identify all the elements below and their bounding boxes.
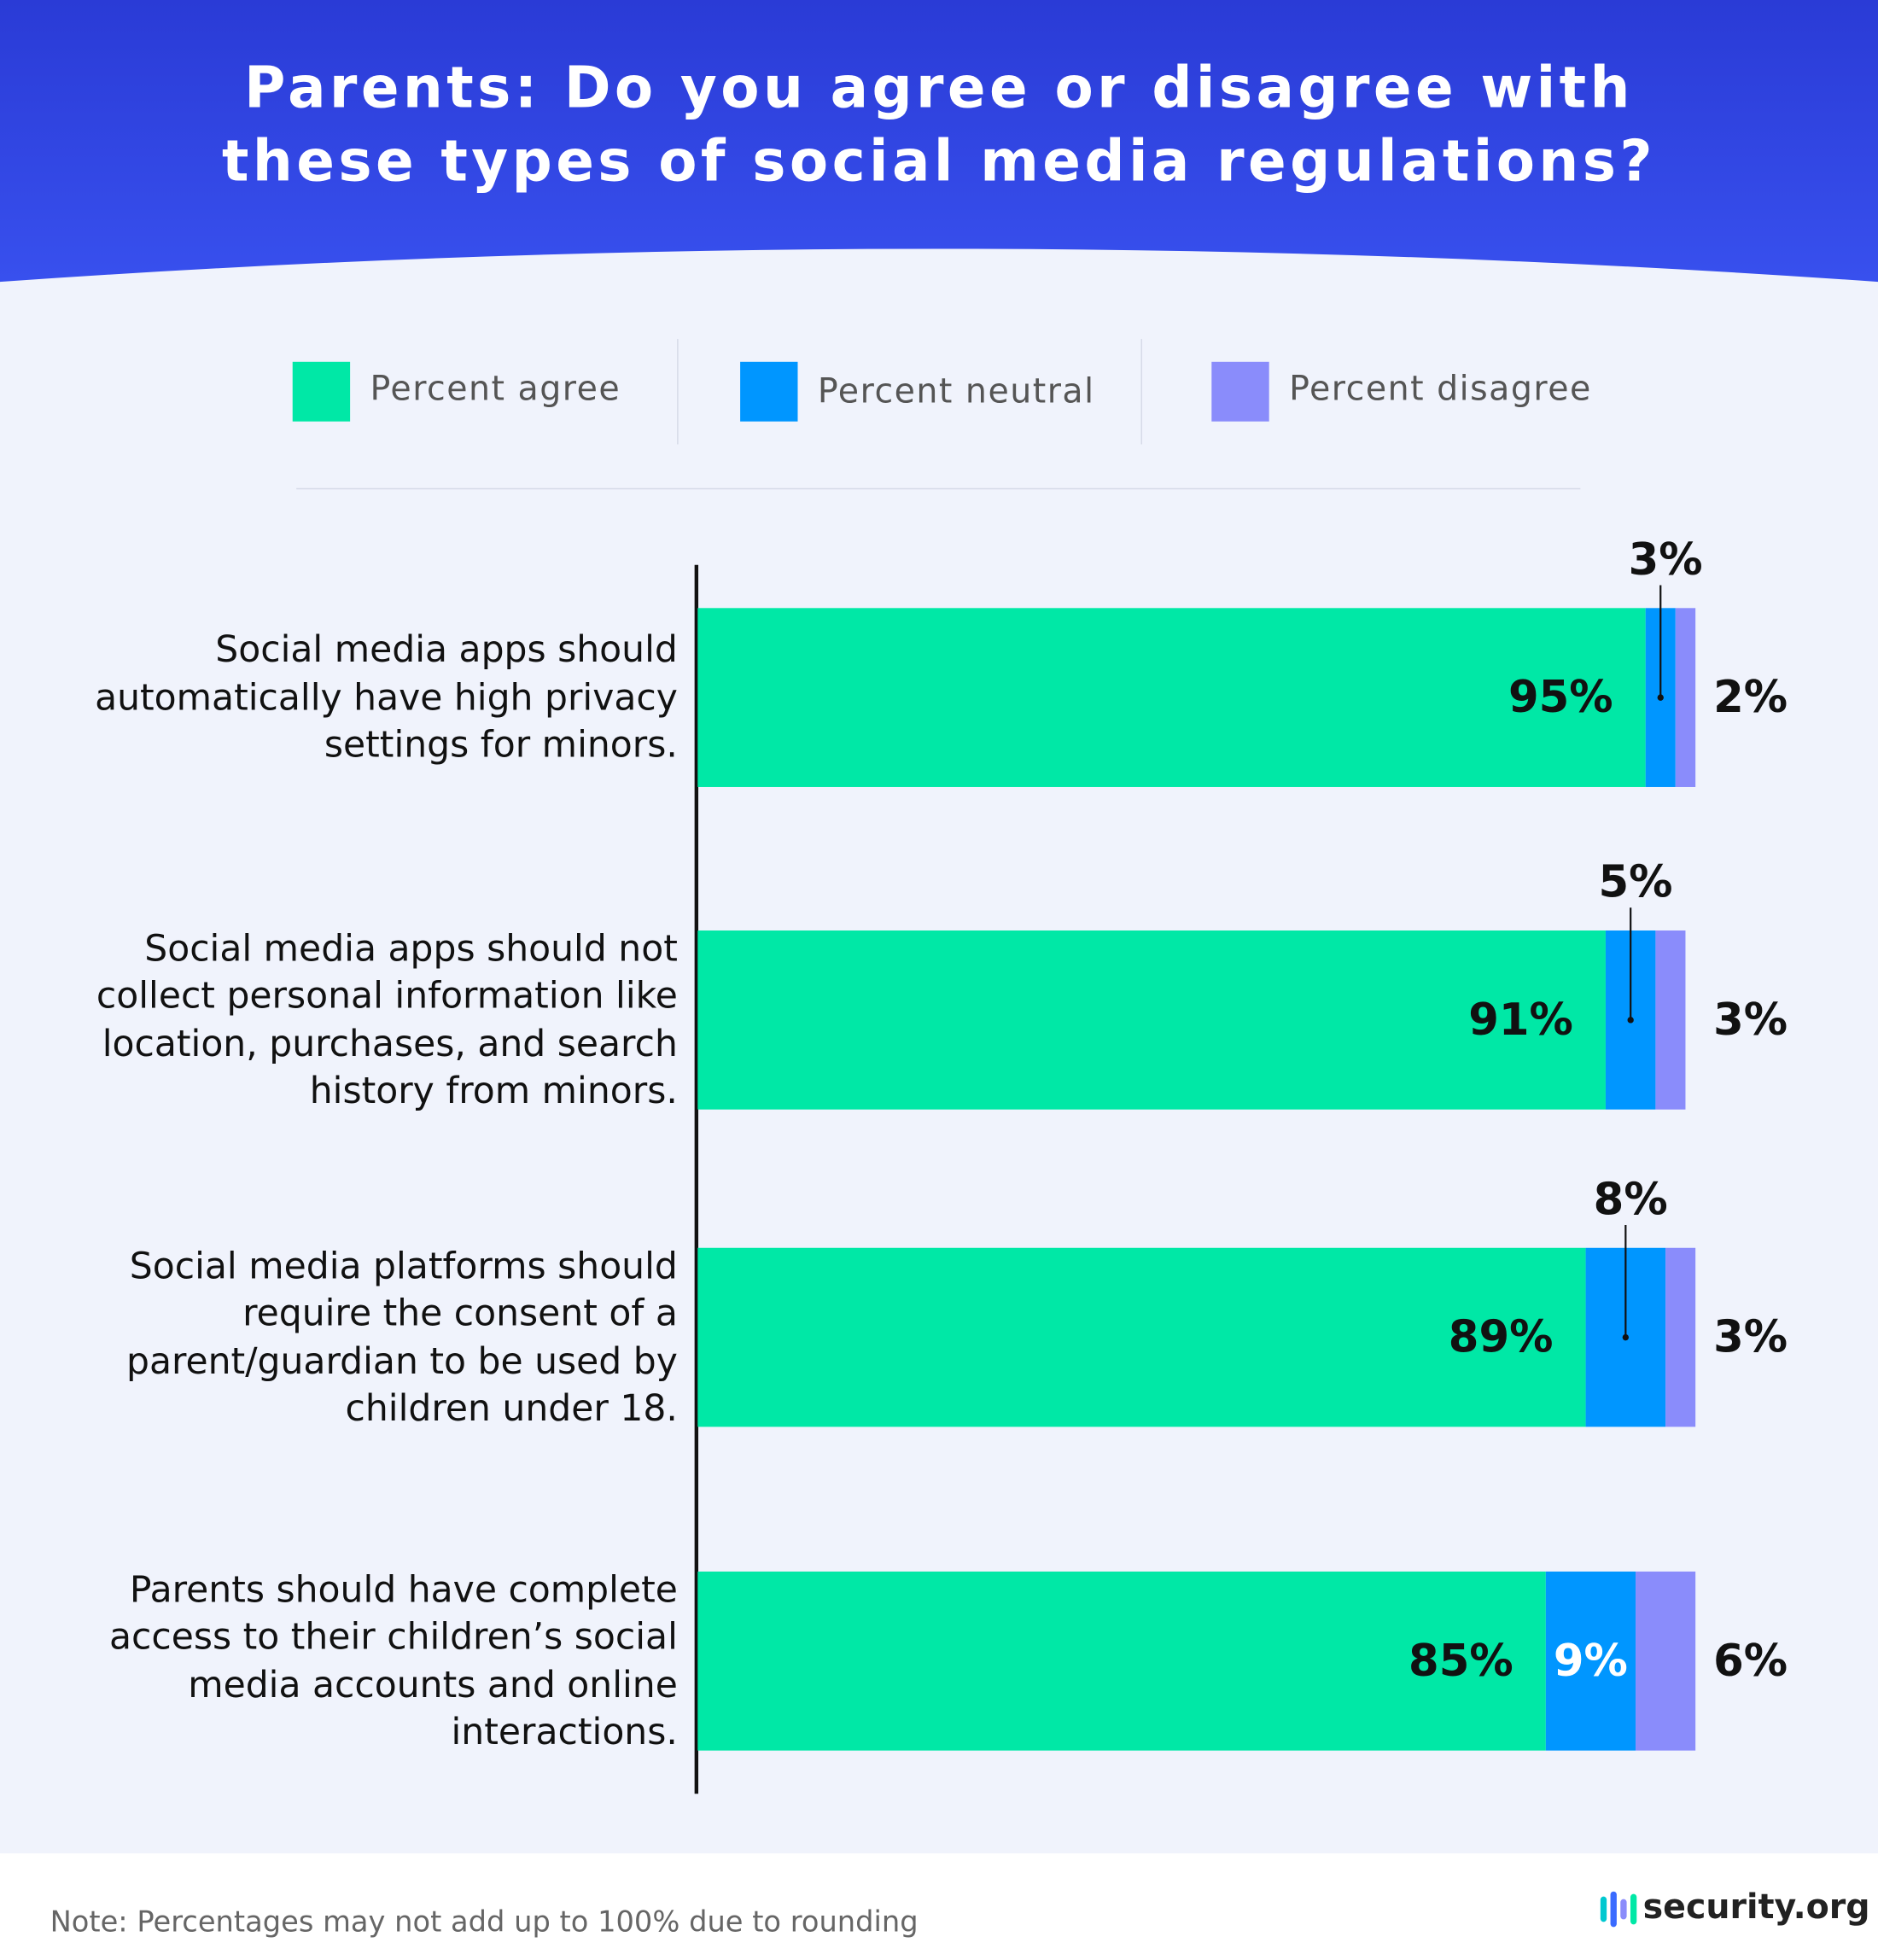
chart-title: Parents: Do you agree or disagree with [244,54,1634,121]
legend-label: Percent disagree [1289,369,1592,408]
bar-segment [697,1247,1586,1427]
leader-dot [1657,694,1664,701]
legend-label: Percent agree [370,369,621,408]
category-label: Social media apps should automatically h… [95,627,678,767]
value-label: 8% [1594,1174,1668,1225]
bar-segment [1655,930,1686,1110]
category-label-box: Parents should have complete access to t… [108,1566,678,1753]
value-label: 89% [1449,1311,1554,1362]
category-label: Social media platforms should require th… [125,1243,678,1430]
logo-icon [1610,1891,1617,1928]
logo-text: security.org [1643,1887,1870,1927]
logo-icon [1630,1893,1637,1925]
value-label: 5% [1599,856,1673,907]
bar-segment [1665,1247,1696,1427]
legend-swatch [740,361,798,422]
logo-icon [1600,1896,1607,1922]
footer-band [0,1853,1878,1960]
leader-dot [1622,1333,1629,1341]
category-label-box: Social media apps should automatically h… [95,627,678,767]
bar-segment [697,608,1646,787]
category-label-box: Social media apps should not collect per… [96,925,678,1112]
chart-title: these types of social media regulations? [222,127,1656,195]
value-label: 2% [1713,672,1788,723]
bar-segment [1675,608,1696,787]
category-label: Social media apps should not collect per… [96,925,678,1112]
value-label: 95% [1508,672,1613,723]
leader-dot [1627,1017,1634,1024]
value-label: 3% [1713,1311,1788,1362]
category-label: Parents should have complete access to t… [108,1566,678,1753]
legend-swatch [292,361,351,422]
header-band [0,0,1878,283]
legend-label: Percent neutral [818,371,1095,411]
bar-segment [1636,1571,1696,1751]
value-label: 3% [1629,534,1703,586]
bar-segment [697,1571,1546,1751]
value-label: 9% [1554,1636,1628,1687]
value-label: 85% [1408,1636,1513,1687]
logo-icon [1620,1899,1627,1920]
legend-swatch [1211,361,1269,422]
logo: security.org [1600,1887,1870,1928]
footnote: Note: Percentages may not add up to 100%… [50,1905,919,1939]
category-label-box: Social media platforms should require th… [125,1243,678,1430]
bar-segment [697,930,1606,1110]
value-label: 91% [1468,995,1573,1046]
value-label: 6% [1713,1636,1788,1687]
value-label: 3% [1713,995,1788,1046]
bar-segment [1545,1571,1636,1751]
